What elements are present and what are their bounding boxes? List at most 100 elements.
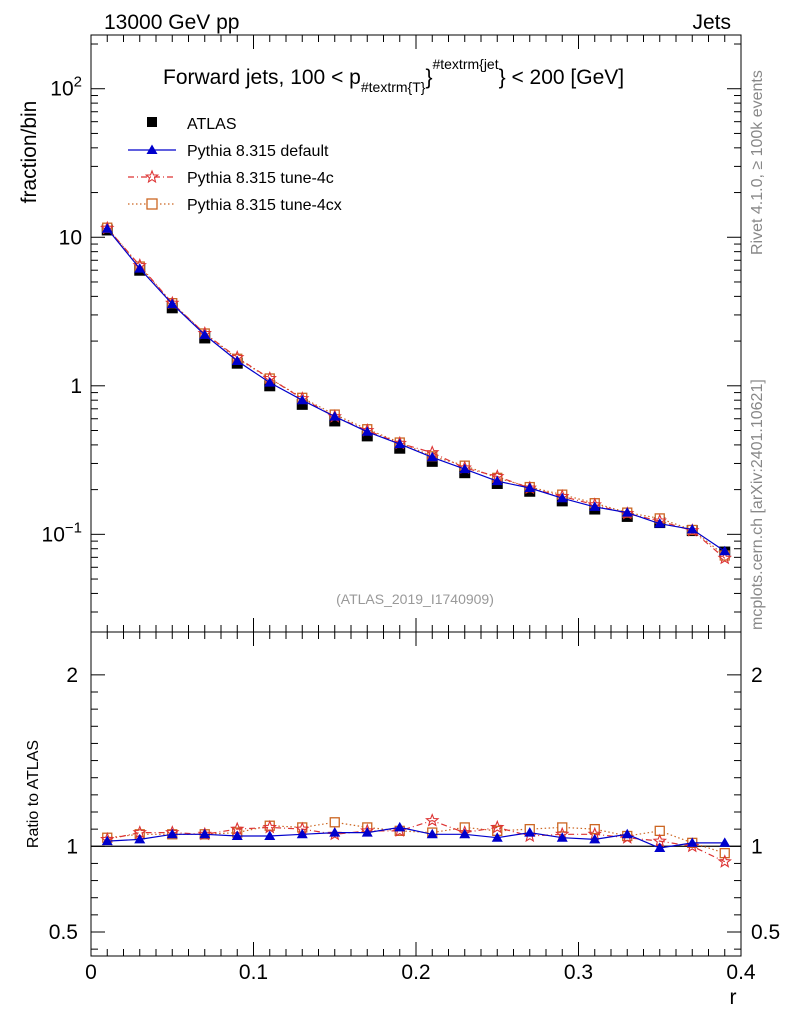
ratio-point-default	[589, 833, 601, 844]
ratio-point-tune4c	[717, 854, 732, 868]
main-point-default	[621, 507, 633, 517]
ratio-point-default	[686, 837, 698, 847]
legend-entry-atlas: ATLAS	[147, 116, 237, 133]
main-y-tick-exponent: −1	[65, 519, 82, 536]
legend-label-atlas: ATLAS	[187, 116, 237, 133]
ratio-point-default	[621, 828, 633, 839]
main-point-default	[589, 501, 601, 511]
ratio-y-tick-label-right: 0.5	[751, 921, 780, 944]
ratio-y-axis-label: Ratio to ATLAS	[25, 740, 42, 848]
ratio-y-tick-label-left: 2	[66, 664, 78, 687]
main-line-default	[106, 228, 726, 552]
ratio-point-tune4c	[262, 819, 277, 834]
ratio-point-default	[329, 827, 341, 837]
ratio-point-default	[556, 832, 568, 842]
main-point-default	[231, 355, 243, 365]
ratio-point-tune4c	[685, 838, 700, 853]
legend-marker-tune4c	[144, 169, 160, 184]
header-energy-label: 13000 GeV pp	[104, 11, 239, 34]
legend-label-tune4cx: Pythia 8.315 tune-4cx	[187, 197, 342, 214]
x-tick-label: 0.4	[726, 961, 756, 984]
main-title-brace-2: }	[499, 66, 506, 89]
main-point-default	[134, 263, 146, 273]
main-point-default	[199, 329, 211, 339]
x-axis-label: r	[730, 986, 737, 1009]
main-y-tick-label: 1	[70, 375, 82, 398]
main-title-subscript: #textrm{T}	[361, 79, 426, 95]
main-point-default	[264, 377, 276, 387]
ratio-point-default	[524, 827, 536, 837]
main-point-default	[394, 438, 406, 449]
x-tick-labels: 0 0.1 0.2 0.3 0.4	[85, 961, 756, 984]
x-tick-label: 0.1	[239, 961, 268, 984]
ratio-y-tick-label-left: 1	[66, 835, 78, 858]
main-point-default	[426, 451, 438, 462]
x-tick-label: 0	[85, 961, 97, 984]
x-tick-label: 0.2	[401, 961, 430, 984]
ratio-point-default	[134, 833, 146, 844]
main-point-default	[101, 223, 113, 233]
main-series-tune4c	[100, 220, 732, 565]
main-point-default	[524, 482, 536, 493]
main-point-default	[329, 411, 341, 421]
main-point-default	[491, 475, 503, 486]
main-y-tick-base: 10	[50, 78, 73, 101]
legend-entry-tune4c: Pythia 8.315 tune-4c	[128, 169, 334, 187]
ratio-point-default	[101, 835, 113, 846]
main-point-atlas	[296, 398, 308, 410]
ratio-point-default	[361, 827, 373, 837]
legend-marker-default	[146, 144, 158, 154]
main-y-tick-label: 102	[50, 74, 82, 101]
main-series-tune4cx	[102, 222, 730, 561]
ratio-point-default	[166, 828, 178, 839]
main-y-tick-label: 10−1	[42, 519, 82, 546]
analysis-watermark: (ATLAS_2019_I1740909)	[336, 591, 494, 607]
ratio-line-tune4c	[107, 819, 726, 863]
ratio-y-tick-labels: 0.5 0.5 1 1 2 2	[49, 664, 780, 944]
main-line-tune4cx	[106, 227, 726, 556]
main-ticks	[90, 35, 742, 632]
main-point-default	[686, 523, 698, 534]
ratio-point-tune4c	[392, 823, 407, 837]
legend: ATLAS Pythia 8.315 default Pythia 8.315 …	[128, 116, 342, 214]
ratio-y-tick-label-left: 0.5	[49, 921, 78, 944]
legend-marker-atlas	[147, 117, 157, 127]
rivet-version-label: Rivet 4.1.0, ≥ 100k events	[749, 70, 766, 255]
ratio-point-default	[394, 821, 406, 832]
main-series-default	[101, 223, 731, 556]
ratio-point-tune4cx	[719, 847, 730, 859]
x-tick-label: 0.3	[564, 961, 593, 984]
main-title-text: Forward jets, 100 < p	[163, 66, 361, 89]
ratio-line-default	[107, 826, 725, 849]
ratio-point-default	[491, 832, 503, 842]
main-y-tick-base: 10	[42, 523, 65, 546]
main-title: Forward jets, 100 < p#textrm{T}}#textrm{…	[163, 56, 624, 95]
ratio-point-tune4cx	[329, 817, 340, 828]
legend-star-shape	[144, 169, 160, 184]
ratio-point-default	[426, 828, 438, 839]
header-jets-label: Jets	[692, 11, 731, 34]
ratio-y-tick-label-right: 1	[751, 835, 763, 858]
legend-entry-default: Pythia 8.315 default	[128, 143, 329, 160]
ratio-point-default	[199, 828, 211, 839]
main-point-default	[654, 518, 666, 528]
legend-entry-tune4cx: Pythia 8.315 tune-4cx	[128, 197, 342, 214]
legend-label-tune4c: Pythia 8.315 tune-4c	[187, 170, 334, 187]
main-series-group	[100, 220, 732, 565]
ratio-point-tune4c	[490, 819, 505, 834]
main-y-tick-label: 10	[59, 226, 82, 249]
ratio-y-tick-label-right: 2	[751, 664, 763, 687]
mcplots-citation-label: mcplots.cern.ch [arXiv:2401.10621]	[749, 379, 766, 630]
ratio-point-default	[231, 830, 243, 840]
ratio-series-default	[101, 821, 731, 852]
main-point-tune4c	[717, 550, 732, 565]
ratio-frame	[90, 631, 742, 957]
ratio-panel: 0.5 0.5 1 1 2 2 0 0.1 0.2 0.3 0.4 r	[49, 631, 780, 1009]
main-point-atlas	[361, 430, 373, 442]
main-title-brace: }	[425, 66, 432, 89]
ratio-point-default	[264, 830, 276, 840]
ratio-point-tune4c	[425, 813, 440, 827]
ratio-series-group	[100, 813, 732, 868]
